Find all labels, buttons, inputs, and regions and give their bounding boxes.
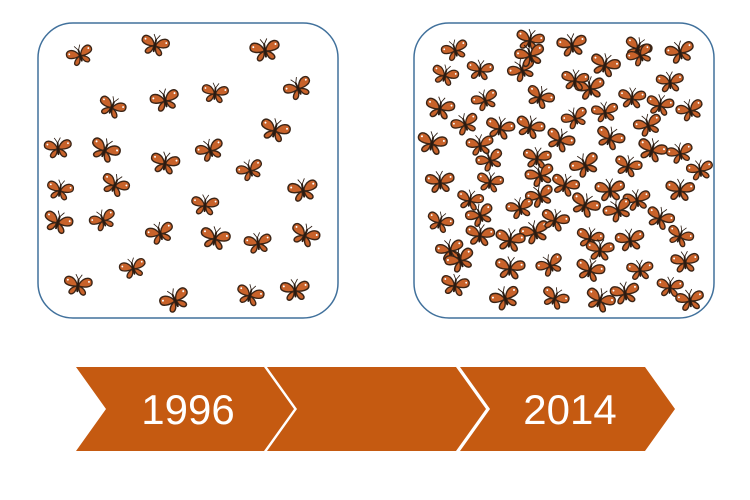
timeline-start-label: 1996 bbox=[141, 386, 234, 433]
timeline-arrow-2 bbox=[267, 367, 486, 451]
panel-2014-frame bbox=[413, 22, 715, 319]
timeline-arrow-1 bbox=[76, 367, 294, 451]
timeline-end-label: 2014 bbox=[523, 386, 616, 433]
timeline-arrow-3 bbox=[460, 367, 675, 451]
panel-1996-frame bbox=[37, 22, 339, 319]
timeline: 1996 2014 bbox=[76, 367, 675, 451]
